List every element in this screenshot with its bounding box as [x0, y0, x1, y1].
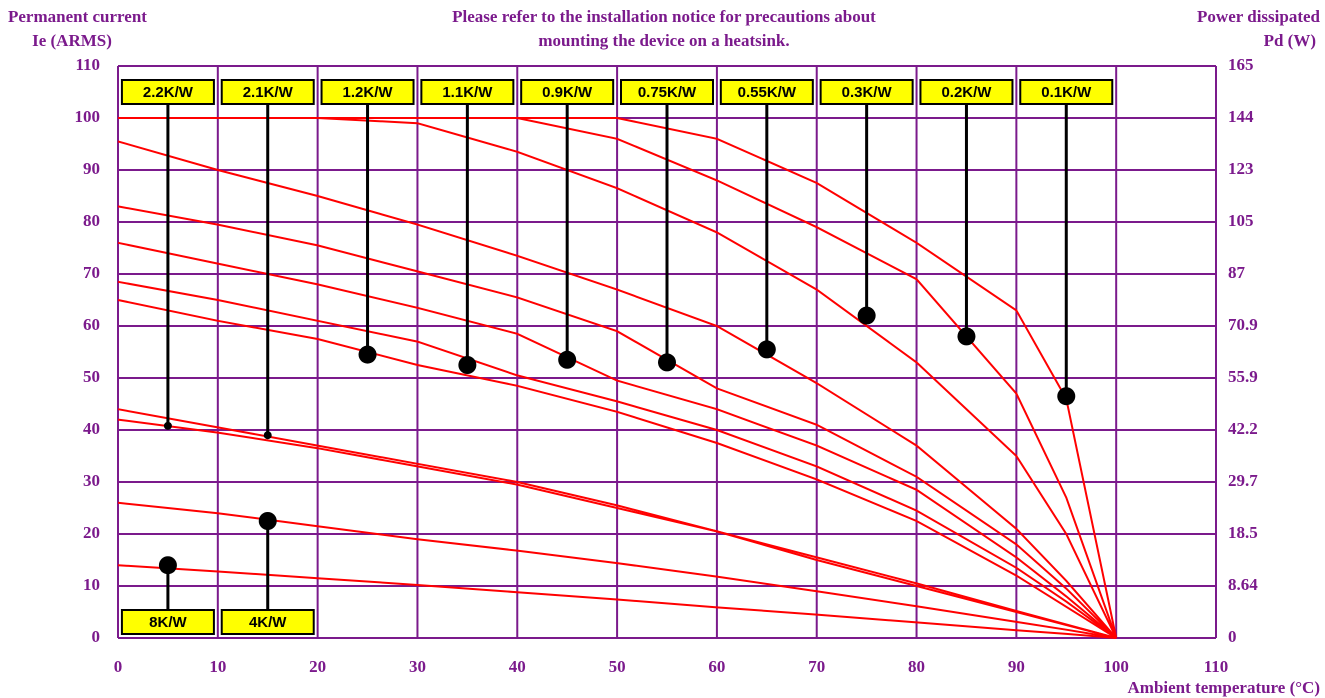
series-label: 1.2K/W [343, 84, 394, 101]
label-box [120, 609, 215, 635]
label-box [420, 79, 515, 105]
y-tick-label: 30 [83, 471, 100, 490]
label-box [819, 79, 914, 105]
y2-tick-label: 105 [1228, 211, 1254, 230]
label-box [1019, 79, 1114, 105]
y-tick-label: 40 [83, 419, 100, 438]
label-box [719, 79, 814, 105]
series-label: 2.2K/W [143, 84, 194, 101]
y2-tick-label: 144 [1228, 107, 1254, 126]
chart-title: Please refer to the installation notice … [452, 7, 876, 26]
label-box [320, 79, 415, 105]
y-tick-label: 10 [83, 575, 100, 594]
x-tick-label: 50 [609, 657, 626, 676]
label-box [520, 79, 615, 105]
y2-tick-label: 8.64 [1228, 575, 1258, 594]
series-label: 0.3K/W [842, 84, 893, 101]
x-tick-label: 70 [808, 657, 825, 676]
label-box [220, 79, 315, 105]
x-tick-label: 60 [708, 657, 725, 676]
series-label: 0.75K/W [638, 84, 697, 101]
y2-tick-label: 55.9 [1228, 367, 1258, 386]
y-tick-label: 80 [83, 211, 100, 230]
y2-tick-label: 87 [1228, 263, 1246, 282]
curve [117, 501, 1117, 639]
y2-tick-label: 18.5 [1228, 523, 1258, 542]
y2-axis-title: Power dissipated [1197, 7, 1320, 26]
y2-axis-title: Pd (W) [1264, 31, 1316, 50]
label-box [620, 79, 714, 105]
marker [558, 350, 577, 369]
marker [658, 353, 676, 372]
y2-tick-label: 0 [1228, 627, 1237, 646]
x-tick-label: 90 [1008, 657, 1025, 676]
marker [358, 345, 377, 364]
series-label: 4K/W [249, 614, 287, 631]
curve [117, 418, 1117, 639]
y-axis-title: Ie (ARMS) [32, 31, 112, 50]
marker [163, 421, 172, 430]
series-label: 0.55K/W [738, 84, 797, 101]
label-box [120, 79, 215, 105]
x-tick-label: 0 [114, 657, 123, 676]
y-axis-title: Permanent current [8, 7, 147, 26]
y-tick-label: 110 [75, 55, 100, 74]
y-tick-label: 60 [83, 315, 100, 334]
x-tick-label: 10 [209, 657, 226, 676]
x-tick-label: 20 [309, 657, 326, 676]
label-box [919, 79, 1014, 105]
curve [117, 564, 1117, 639]
marker [857, 306, 876, 325]
chart-title: mounting the device on a heatsink. [538, 31, 789, 50]
x-tick-label: 100 [1103, 657, 1129, 676]
x-tick-label: 80 [908, 657, 925, 676]
label-box [220, 609, 315, 635]
y2-tick-label: 29.7 [1228, 471, 1258, 490]
curve [117, 299, 1117, 639]
marker [1057, 387, 1076, 406]
marker [158, 556, 177, 575]
marker [263, 431, 272, 440]
series-label: 1.1K/W [442, 84, 493, 101]
marker [458, 356, 477, 374]
y-tick-label: 50 [83, 367, 100, 386]
y-tick-label: 0 [92, 627, 101, 646]
series-label: 0.1K/W [1041, 84, 1092, 101]
series-label: 0.9K/W [542, 84, 593, 101]
y-tick-label: 20 [83, 523, 100, 542]
y-tick-label: 70 [83, 263, 100, 282]
y-tick-label: 100 [75, 107, 101, 126]
marker [258, 512, 277, 530]
series-label: 8K/W [149, 614, 187, 631]
series-label: 0.2K/W [941, 84, 992, 101]
curve [117, 280, 1117, 639]
marker [757, 340, 776, 359]
y2-tick-label: 123 [1228, 159, 1254, 178]
y-tick-label: 90 [83, 159, 100, 178]
x-tick-label: 110 [1204, 657, 1229, 676]
x-tick-label: 40 [509, 657, 526, 676]
series-label: 2.1K/W [243, 84, 294, 101]
y2-tick-label: 70.9 [1228, 315, 1258, 334]
x-axis-title: Ambient temperature (°C) [1128, 678, 1321, 697]
curve [117, 241, 1117, 639]
y2-tick-label: 42.2 [1228, 419, 1258, 438]
marker [957, 327, 976, 346]
x-tick-label: 30 [409, 657, 426, 676]
y2-tick-label: 165 [1228, 55, 1254, 74]
